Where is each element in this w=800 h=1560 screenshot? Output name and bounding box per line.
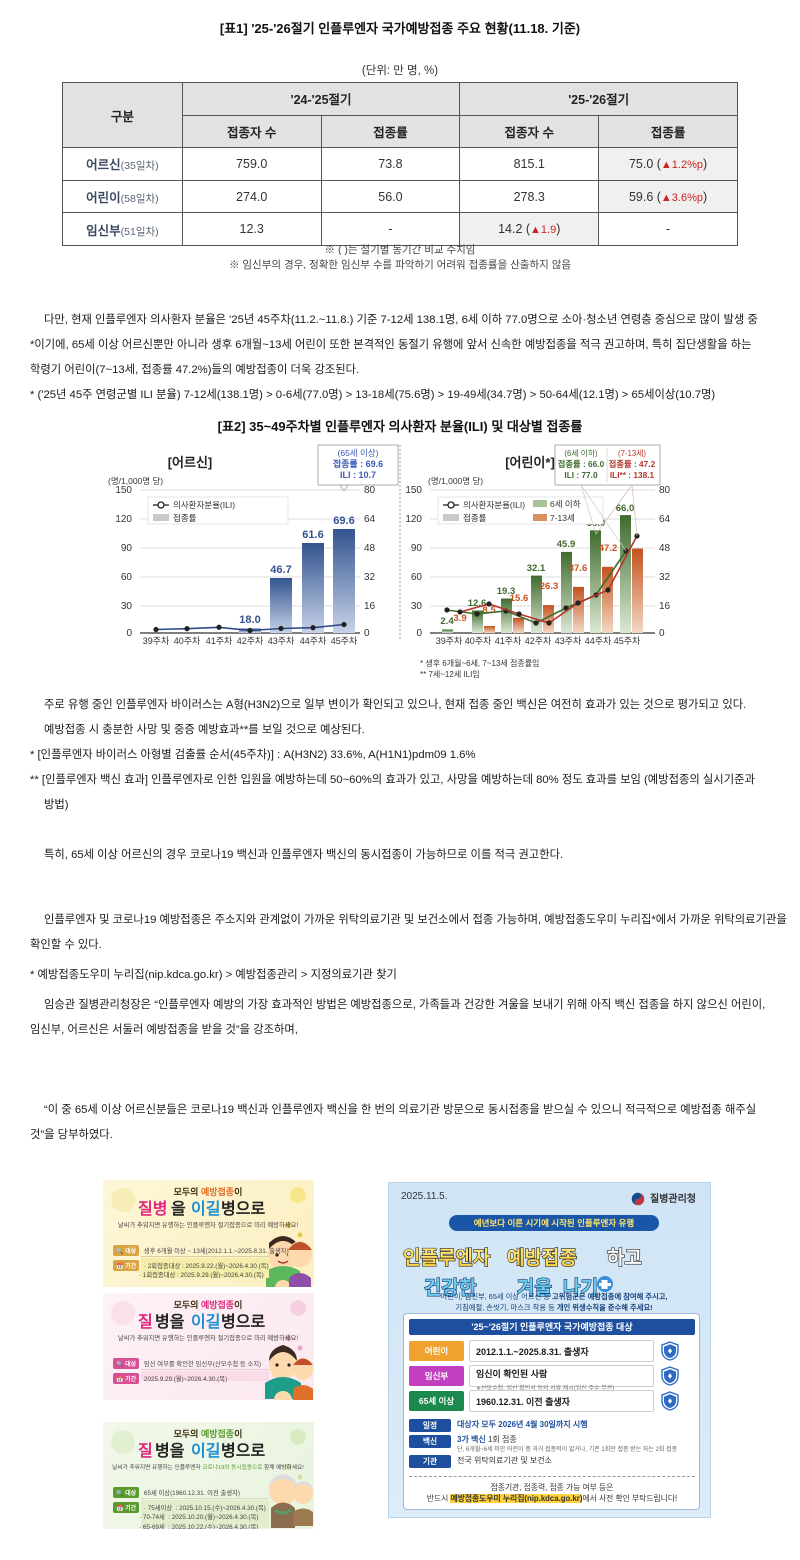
svg-text:41주차: 41주차 [495,635,522,646]
svg-text:모두의 예방접종이: 모두의 예방접종이 [174,1428,243,1439]
svg-text:예방접종: 예방접종 [507,1247,577,1269]
svg-text:(65세 이상): (65세 이상) [338,448,379,458]
svg-text:질병: 질병 [138,1199,167,1218]
svg-text:32: 32 [364,572,376,583]
svg-text:60: 60 [411,572,423,583]
svg-text:46.7: 46.7 [270,564,291,576]
svg-text:2.4: 2.4 [440,616,454,627]
svg-text:15.6: 15.6 [510,593,529,604]
svg-text:64: 64 [364,514,376,525]
svg-text:을: 을 [171,1200,186,1218]
svg-text:42주차: 42주차 [525,635,552,646]
svg-text:16: 16 [659,601,671,612]
svg-text:ILI : 10.7: ILI : 10.7 [340,470,376,480]
svg-text:인플루엔자: 인플루엔자 [403,1247,491,1269]
svg-text:32: 32 [659,572,671,583]
svg-text:0: 0 [416,628,422,639]
svg-text:45주차: 45주차 [331,635,358,646]
svg-text:0: 0 [126,628,132,639]
svg-text:접종률 : 66.0: 접종률 : 66.0 [558,459,605,469]
svg-text:날씨가 추워지면 유행하는 인플루엔자 절기접종으로 미리: 날씨가 추워지면 유행하는 인플루엔자 절기접종으로 미리 예방하세요! [118,1220,298,1229]
svg-text:150: 150 [405,485,422,496]
svg-text:0: 0 [364,628,370,639]
svg-text:병으로: 병으로 [221,1442,265,1460]
svg-text:39주차: 39주차 [143,635,170,646]
svg-text:모두의 예방접종이: 모두의 예방접종이 [174,1186,243,1197]
svg-text:질: 질 [138,1312,153,1331]
svg-text:[어린이*]: [어린이*] [505,455,555,470]
svg-text:접종률: 접종률 [463,513,487,523]
svg-text:날씨가 추워지면 유행하는 인플루엔자 코로나19와 동시접: 날씨가 추워지면 유행하는 인플루엔자 코로나19와 동시접종으로 함께 예방하… [112,1463,304,1471]
svg-text:병으로: 병으로 [221,1200,265,1218]
svg-text:접종률 : 47.2: 접종률 : 47.2 [609,459,656,469]
svg-text:43주차: 43주차 [555,635,582,646]
svg-text:날씨가 추워지면 유행하는 인플루엔자 절기접종으로 미리: 날씨가 추워지면 유행하는 인플루엔자 절기접종으로 미리 예방하세요! [118,1333,298,1342]
svg-text:120: 120 [405,514,422,525]
svg-text:이길: 이길 [191,1442,220,1460]
svg-text:90: 90 [121,543,133,554]
svg-text:ILI** : 138.1: ILI** : 138.1 [610,470,655,480]
svg-text:69.6: 69.6 [333,515,354,527]
svg-text:32.1: 32.1 [527,563,546,574]
svg-text:45주차: 45주차 [614,635,641,646]
svg-text:40주차: 40주차 [465,635,492,646]
svg-text:37.6: 37.6 [569,563,588,574]
svg-text:0: 0 [659,628,665,639]
svg-text:6세 이하: 6세 이하 [550,499,581,509]
svg-text:하고: 하고 [607,1247,642,1269]
svg-text:질: 질 [138,1441,153,1460]
svg-text:39주차: 39주차 [436,635,463,646]
svg-text:47.2: 47.2 [599,543,618,554]
svg-text:40주차: 40주차 [174,635,201,646]
svg-text:45.9: 45.9 [557,539,576,550]
svg-text:43주차: 43주차 [268,635,295,646]
svg-text:(6세 이하): (6세 이하) [564,448,598,458]
svg-text:(7-13세): (7-13세) [618,449,646,458]
svg-text:30: 30 [121,601,133,612]
svg-text:접종률: 접종률 [173,513,197,523]
svg-text:18.0: 18.0 [239,614,260,626]
svg-text:의사환자분율(ILI): 의사환자분율(ILI) [173,500,235,510]
svg-text:150: 150 [115,485,132,496]
svg-text:61.6: 61.6 [302,529,323,541]
svg-text:64: 64 [659,514,671,525]
svg-text:80: 80 [659,485,671,496]
svg-text:의사환자분율(ILI): 의사환자분율(ILI) [463,500,525,510]
svg-text:병을: 병을 [155,1313,185,1331]
svg-text:66.0: 66.0 [616,503,635,514]
svg-text:[어르신]: [어르신] [168,455,213,470]
svg-text:26.3: 26.3 [540,581,559,592]
svg-text:120: 120 [115,514,132,525]
svg-text:48: 48 [364,543,376,554]
svg-text:30: 30 [411,601,423,612]
svg-text:(명/1,000명 당): (명/1,000명 당) [428,476,483,486]
svg-text:모두의 예방접종이: 모두의 예방접종이 [174,1299,243,1310]
svg-text:이길: 이길 [191,1200,220,1218]
svg-text:44주차: 44주차 [300,635,327,646]
svg-text:병으로: 병으로 [221,1313,265,1331]
svg-text:60: 60 [121,572,133,583]
svg-text:이길: 이길 [191,1313,220,1331]
svg-text:41주차: 41주차 [206,635,233,646]
svg-text:16: 16 [364,601,376,612]
svg-text:병을: 병을 [155,1442,185,1460]
svg-text:8.5: 8.5 [482,605,496,616]
svg-text:접종률 : 69.6: 접종률 : 69.6 [333,458,383,469]
svg-text:42주차: 42주차 [237,635,264,646]
svg-text:ILI : 77.0: ILI : 77.0 [564,470,598,480]
svg-text:7-13세: 7-13세 [550,513,575,523]
svg-text:44주차: 44주차 [585,635,612,646]
svg-text:80: 80 [364,485,376,496]
svg-text:90: 90 [411,543,423,554]
svg-text:48: 48 [659,543,671,554]
svg-text:3.9: 3.9 [453,613,466,624]
